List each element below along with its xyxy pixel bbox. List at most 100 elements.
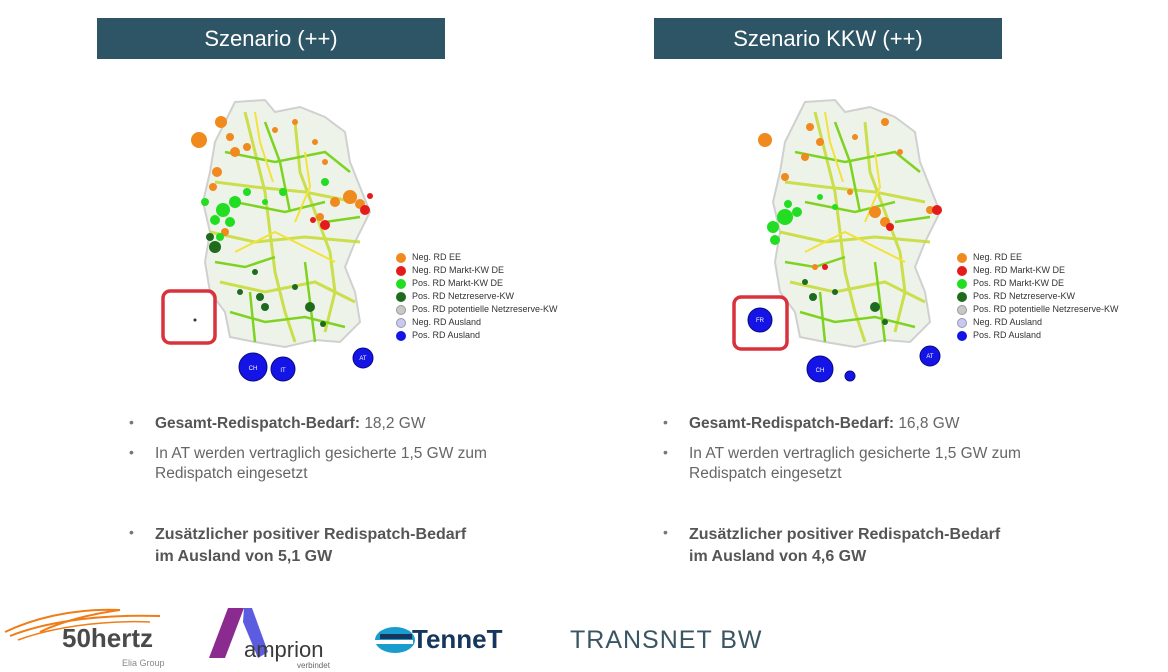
bullets-left: • Gesamt-Redispatch-Bedarf: 18,2 GW • In… <box>129 414 609 574</box>
panel-title-left: Szenario (++) <box>97 18 445 59</box>
legend-label: Pos. RD Ausland <box>412 330 481 340</box>
ausland-label-ch: CH <box>249 366 258 372</box>
logo-bar: 50hertz Elia Group amprion verbindet Ten… <box>4 608 763 670</box>
legend-swatch-neg-rd-ausland <box>957 317 967 328</box>
legend-item: Neg. RD Markt-KW DE <box>957 264 1119 277</box>
ausland-label-at: AT <box>926 354 934 360</box>
bullet-line: Zusätzlicher positiver Redispatch-Bedarf <box>689 526 1001 543</box>
legend-item: Neg. RD Ausland <box>396 316 558 329</box>
legend-swatch-pos-rd-markt-kw <box>396 278 406 289</box>
bullet-line: In AT werden vertraglich gesicherte 1,5 … <box>155 445 487 462</box>
legend-item: Pos. RD Ausland <box>957 329 1119 342</box>
bullet-at-contract: • In AT werden vertraglich gesicherte 1,… <box>129 444 487 484</box>
bullet-icon: • <box>663 444 668 460</box>
bullet-icon: • <box>663 524 668 540</box>
legend-label: Pos. RD Markt-KW DE <box>412 278 504 288</box>
logo-50hertz-name: 50hertz <box>62 623 153 653</box>
legend-label: Neg. RD Ausland <box>973 317 1043 327</box>
legend-label: Neg. RD Markt-KW DE <box>973 265 1066 275</box>
logo-tennet-name: TenneT <box>412 624 503 654</box>
legend-item: Neg. RD Ausland <box>957 316 1119 329</box>
legend-label: Neg. RD EE <box>973 252 1023 262</box>
ausland-label-fr: FR <box>756 318 765 324</box>
bullet-line: Redispatch eingesetzt <box>155 465 308 482</box>
legend-label: Pos. RD Netzreserve-KW <box>973 291 1076 301</box>
bullet-bold-label: Gesamt-Redispatch-Bedarf: <box>155 415 360 432</box>
neg-rd-ee-markers <box>758 118 934 270</box>
ausland-label-it: IT <box>280 368 286 374</box>
ausland-label-at: AT <box>359 356 367 362</box>
legend-swatch-pos-rd-netzreserve <box>957 291 967 302</box>
legend-label: Pos. RD potentielle Netzreserve-KW <box>412 304 558 314</box>
bullet-total-redispatch: • Gesamt-Redispatch-Bedarf: 18,2 GW <box>129 414 425 434</box>
legend-swatch-pos-rd-potentielle <box>396 304 406 315</box>
map-germany-left: CH IT AT <box>161 98 374 382</box>
bullet-icon: • <box>129 414 134 430</box>
legend-swatch-pos-rd-potentielle <box>957 304 967 315</box>
germany-outline <box>201 98 372 349</box>
bullet-icon: • <box>129 444 134 460</box>
legend-item: Pos. RD Netzreserve-KW <box>957 290 1119 303</box>
legend-swatch-pos-rd-ausland <box>957 330 967 341</box>
highlight-box-fr <box>161 289 217 345</box>
legend-item: Pos. RD potentielle Netzreserve-KW <box>957 303 1119 316</box>
neg-rd-markt-kw-markers <box>310 193 373 230</box>
map-legend-right: Neg. RD EE Neg. RD Markt-KW DE Pos. RD M… <box>957 251 1119 342</box>
legend-label: Neg. RD Ausland <box>412 317 482 327</box>
logo-amprion-name: amprion <box>244 637 323 662</box>
pos-rd-netzreserve-kw-markers <box>206 233 326 327</box>
logo-50hertz-sub: Elia Group <box>122 658 165 668</box>
legend-swatch-neg-rd-ee <box>957 252 967 263</box>
bullet-line: In AT werden vertraglich gesicherte 1,5 … <box>689 445 1021 462</box>
logo-amprion-sub: verbindet <box>297 661 331 670</box>
map-legend-left: Neg. RD EE Neg. RD Markt-KW DE Pos. RD M… <box>396 251 558 342</box>
neg-rd-ee-markers <box>191 116 365 236</box>
legend-label: Pos. RD potentielle Netzreserve-KW <box>973 304 1119 314</box>
bullet-additional-ausland: • Zusätzlicher positiver Redispatch-Beda… <box>129 524 466 568</box>
legend-label: Pos. RD Netzreserve-KW <box>412 291 515 301</box>
neg-rd-markt-kw-markers <box>822 205 942 270</box>
legend-swatch-pos-rd-ausland <box>396 330 406 341</box>
germany-outline <box>771 98 942 349</box>
bullets-right: • Gesamt-Redispatch-Bedarf: 16,8 GW • In… <box>663 414 1143 574</box>
bullet-line: Zusätzlicher positiver Redispatch-Bedarf <box>155 526 467 543</box>
bullet-icon: • <box>663 414 668 430</box>
bullet-bold-label: Gesamt-Redispatch-Bedarf: <box>689 415 894 432</box>
legend-swatch-pos-rd-markt-kw <box>957 278 967 289</box>
legend-label: Pos. RD Ausland <box>973 330 1042 340</box>
logo-tennet: TenneT <box>375 624 503 654</box>
bullet-value: 18,2 GW <box>364 415 426 432</box>
bullet-value: 16,8 GW <box>898 415 960 432</box>
bullet-line: im Ausland von 4,6 GW <box>689 548 867 565</box>
legend-swatch-neg-rd-ausland <box>396 317 406 328</box>
legend-item: Pos. RD Markt-KW DE <box>957 277 1119 290</box>
legend-item: Pos. RD Markt-KW DE <box>396 277 558 290</box>
legend-item: Pos. RD potentielle Netzreserve-KW <box>396 303 558 316</box>
pos-rd-ausland-markers: CH IT AT <box>238 347 374 382</box>
panel-title-right: Szenario KKW (++) <box>654 18 1002 59</box>
legend-label: Pos. RD Markt-KW DE <box>973 278 1065 288</box>
bullet-additional-ausland: • Zusätzlicher positiver Redispatch-Beda… <box>663 524 1000 568</box>
legend-label: Neg. RD EE <box>412 252 462 262</box>
bullet-icon: • <box>129 524 134 540</box>
bullet-at-contract: • In AT werden vertraglich gesicherte 1,… <box>663 444 1021 484</box>
highlight-box-fr <box>732 295 789 351</box>
legend-item: Neg. RD Markt-KW DE <box>396 264 558 277</box>
legend-swatch-pos-rd-netzreserve <box>396 291 406 302</box>
map-germany-right: FR CH AT <box>732 98 942 383</box>
pos-rd-ausland-markers: FR CH AT <box>747 307 941 383</box>
legend-item: Neg. RD EE <box>957 251 1119 264</box>
logo-transnet-name: TRANSNET BW <box>570 626 763 654</box>
pos-rd-netzreserve-kw-markers <box>802 279 888 325</box>
legend-swatch-neg-rd-ee <box>396 252 406 263</box>
legend-label: Neg. RD Markt-KW DE <box>412 265 505 275</box>
bullet-line: Redispatch eingesetzt <box>689 465 842 482</box>
pos-rd-markt-kw-markers <box>767 194 838 245</box>
legend-item: Pos. RD Ausland <box>396 329 558 342</box>
logo-transnet-bw: TRANSNET BW <box>570 626 763 654</box>
legend-swatch-neg-rd-markt-kw <box>957 265 967 276</box>
legend-swatch-neg-rd-markt-kw <box>396 265 406 276</box>
legend-item: Pos. RD Netzreserve-KW <box>396 290 558 303</box>
logo-50hertz: 50hertz Elia Group <box>4 608 165 668</box>
logo-amprion: amprion verbindet <box>209 608 331 670</box>
